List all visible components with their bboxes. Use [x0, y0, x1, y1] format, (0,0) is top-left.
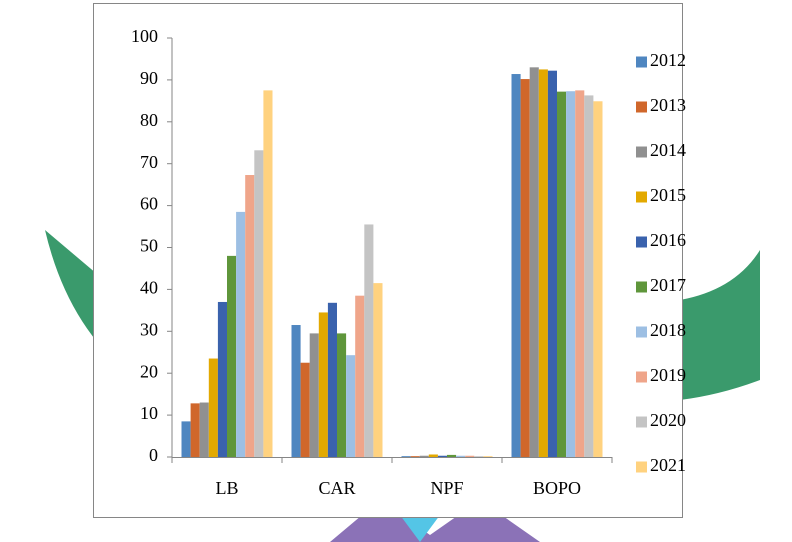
legend-label: 2012: [650, 50, 686, 70]
bar: [263, 90, 272, 457]
page: 0 10 20 30 40 50 60 70 80 90 100 LB CAR NPF BOPO 2012 20…: [0, 0, 792, 542]
legend-swatch: [636, 462, 647, 473]
bar: [465, 456, 474, 457]
y-tick-label: 0: [149, 445, 158, 465]
bar: [438, 456, 447, 457]
legend-swatch: [636, 327, 647, 338]
bar: [191, 403, 200, 457]
watermark-arc-right: [680, 250, 760, 400]
bar: [566, 91, 575, 457]
bar: [474, 456, 483, 457]
legend-label: 2018: [650, 320, 686, 340]
legend-label: 2019: [650, 365, 686, 385]
x-tick-label: CAR: [318, 478, 355, 498]
bar: [530, 67, 539, 457]
y-tick-label: 80: [140, 110, 158, 130]
y-tick-label: 90: [140, 68, 158, 88]
legend-swatch: [636, 237, 647, 248]
y-tick-label: 30: [140, 319, 158, 339]
legend-label: 2014: [650, 140, 686, 160]
legend-swatch: [636, 417, 647, 428]
bar: [402, 456, 411, 457]
legend-label: 2013: [650, 95, 686, 115]
x-tick-label: BOPO: [533, 478, 581, 498]
bar: [254, 150, 263, 457]
bar: [301, 363, 310, 457]
bar: [539, 69, 548, 457]
legend-swatch: [636, 147, 647, 158]
legend-swatch: [636, 282, 647, 293]
y-tick-label: 50: [140, 236, 158, 256]
bar: [328, 303, 337, 457]
bar: [319, 312, 328, 457]
bar: [227, 256, 236, 457]
y-tick-label: 20: [140, 361, 158, 381]
bar: [429, 454, 438, 457]
bar: [346, 355, 355, 457]
y-tick-label: 10: [140, 403, 158, 423]
bar: [209, 359, 218, 457]
x-tick-label: NPF: [430, 478, 463, 498]
bar: [575, 90, 584, 457]
bar: [483, 456, 492, 457]
y-tick-label: 100: [131, 26, 158, 46]
bar: [557, 92, 566, 457]
bar: [521, 79, 530, 457]
bar: [447, 455, 456, 457]
bar: [236, 212, 245, 457]
legend-swatch: [636, 57, 647, 68]
legend-swatch: [636, 372, 647, 383]
bar: [355, 296, 364, 457]
y-tick-label: 60: [140, 194, 158, 214]
y-tick-label: 40: [140, 278, 158, 298]
bar: [200, 403, 209, 457]
bar: [411, 456, 420, 457]
bar: [456, 456, 465, 457]
legend-label: 2017: [650, 275, 686, 295]
bar: [584, 95, 593, 457]
x-tick-label: LB: [215, 478, 238, 498]
bar: [218, 302, 227, 457]
bar: [420, 456, 429, 457]
legend-swatch: [636, 102, 647, 113]
bar: [337, 333, 346, 457]
bar: [182, 421, 191, 457]
legend-label: 2021: [650, 455, 686, 475]
bar: [310, 333, 319, 457]
bar: [593, 101, 602, 457]
bar: [548, 71, 557, 457]
legend-label: 2015: [650, 185, 686, 205]
y-tick-label: 70: [140, 152, 158, 172]
bar: [245, 175, 254, 457]
legend-label: 2016: [650, 230, 686, 250]
bar: [373, 283, 382, 457]
bar: [364, 224, 373, 457]
legend-swatch: [636, 192, 647, 203]
bar: [512, 74, 521, 457]
legend-label: 2020: [650, 410, 686, 430]
bar: [292, 325, 301, 457]
